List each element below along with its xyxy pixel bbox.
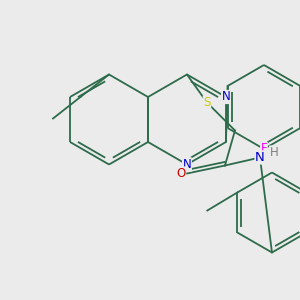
Text: F: F (261, 142, 267, 155)
Text: N: N (222, 91, 230, 103)
Text: N: N (255, 151, 265, 164)
Text: H: H (270, 146, 278, 159)
Text: N: N (183, 158, 191, 171)
Text: O: O (176, 167, 186, 180)
Text: S: S (203, 96, 211, 109)
